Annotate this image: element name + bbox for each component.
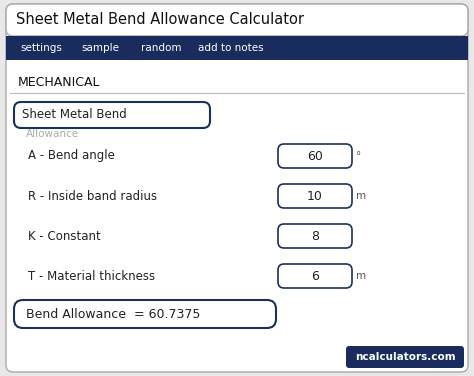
Text: MECHANICAL: MECHANICAL <box>18 76 100 88</box>
FancyBboxPatch shape <box>278 184 352 208</box>
Text: K - Constant: K - Constant <box>28 229 101 243</box>
FancyBboxPatch shape <box>14 102 210 128</box>
Text: A - Bend angle: A - Bend angle <box>28 150 115 162</box>
Text: Allowance: Allowance <box>26 129 79 139</box>
Text: random: random <box>141 43 182 53</box>
Bar <box>6 36 468 60</box>
Text: T - Material thickness: T - Material thickness <box>28 270 155 282</box>
Text: add to notes: add to notes <box>198 43 264 53</box>
FancyBboxPatch shape <box>346 346 464 368</box>
FancyBboxPatch shape <box>6 4 468 36</box>
Text: m: m <box>356 271 366 281</box>
Text: 6: 6 <box>311 270 319 282</box>
Text: sample: sample <box>81 43 119 53</box>
Text: Sheet Metal Bend: Sheet Metal Bend <box>22 109 127 121</box>
Text: m: m <box>356 191 366 201</box>
FancyBboxPatch shape <box>278 264 352 288</box>
Text: 60: 60 <box>307 150 323 162</box>
Text: 8: 8 <box>311 229 319 243</box>
Text: Sheet Metal Bend Allowance Calculator: Sheet Metal Bend Allowance Calculator <box>16 12 304 27</box>
Text: °: ° <box>356 151 361 161</box>
Text: 10: 10 <box>307 190 323 203</box>
Text: Bend Allowance  = 60.7375: Bend Allowance = 60.7375 <box>26 308 201 320</box>
FancyBboxPatch shape <box>6 4 468 372</box>
Text: ncalculators.com: ncalculators.com <box>355 352 456 362</box>
FancyBboxPatch shape <box>278 144 352 168</box>
Text: R - Inside band radius: R - Inside band radius <box>28 190 157 203</box>
Text: settings: settings <box>20 43 62 53</box>
FancyBboxPatch shape <box>278 224 352 248</box>
FancyBboxPatch shape <box>14 300 276 328</box>
